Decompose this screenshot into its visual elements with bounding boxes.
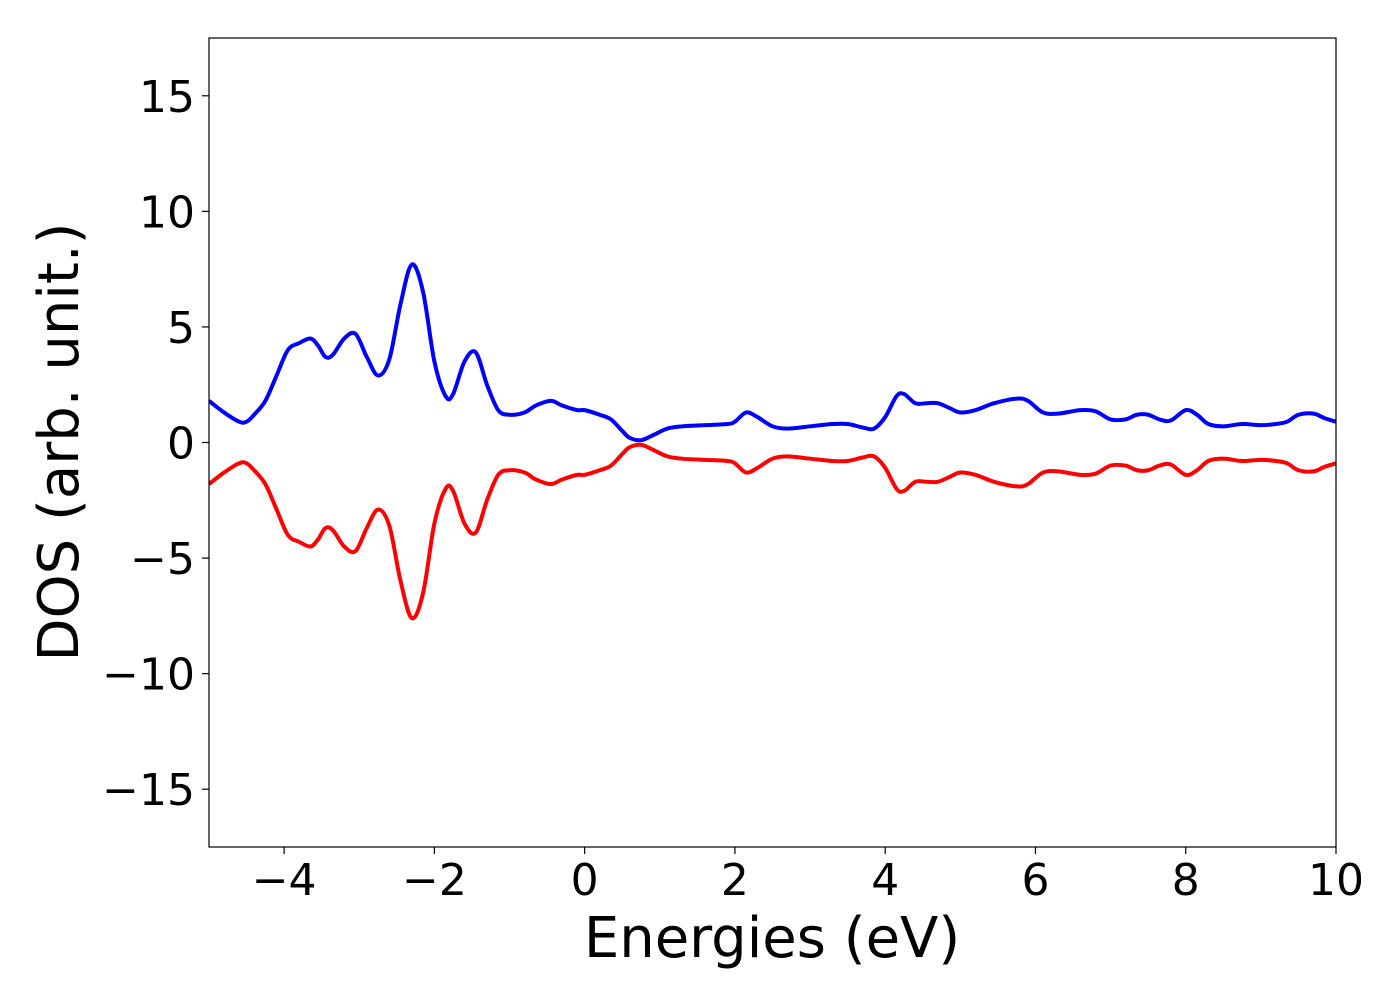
x-tick-label: −2: [402, 855, 467, 906]
x-tick-label: 8: [1172, 855, 1200, 906]
y-tick-label: −15: [102, 765, 195, 816]
x-tick-label: −4: [252, 855, 317, 906]
y-tick-label: 10: [139, 187, 195, 238]
y-tick-label: 15: [139, 72, 195, 123]
y-tick-label: −10: [102, 650, 195, 701]
y-tick-label: −5: [130, 534, 195, 585]
y-axis: −15 −10 −5 0 5 10 15: [102, 72, 209, 816]
x-axis: −4 −2 0 2 4 6 8 10: [252, 847, 1364, 906]
y-tick-label: 5: [167, 303, 195, 354]
series-line-1: [209, 262, 1336, 443]
series-line-2: [209, 442, 1336, 621]
x-tick-label: 4: [871, 855, 899, 906]
y-axis-label: DOS (arb. unit.): [27, 222, 92, 661]
x-tick-label: 0: [571, 855, 599, 906]
x-tick-label: 10: [1308, 855, 1364, 906]
x-axis-label: Energies (eV): [584, 906, 960, 971]
x-tick-label: 2: [721, 855, 749, 906]
x-tick-label: 6: [1021, 855, 1049, 906]
y-tick-label: 0: [167, 419, 195, 470]
series-layer: [209, 262, 1336, 621]
